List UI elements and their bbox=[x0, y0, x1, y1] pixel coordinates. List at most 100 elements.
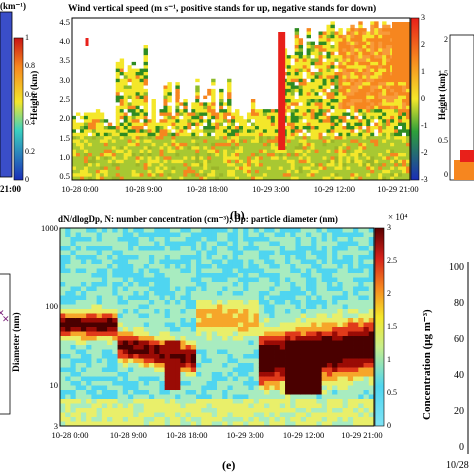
pnsd-cell bbox=[70, 336, 77, 341]
pnsd-cell bbox=[148, 304, 155, 310]
pnsd-cell bbox=[60, 345, 66, 350]
pnsd-cell bbox=[232, 354, 239, 359]
wind-cell bbox=[199, 146, 204, 151]
wind-cell bbox=[286, 142, 292, 147]
wind-cell bbox=[406, 149, 411, 154]
wind-cell bbox=[378, 85, 383, 90]
pnsd-cell bbox=[311, 313, 317, 319]
pnsd-cell bbox=[243, 300, 249, 305]
pnsd-cell bbox=[164, 390, 171, 395]
wind-cell bbox=[107, 173, 113, 178]
wind-cell bbox=[123, 102, 129, 107]
wind-cell bbox=[386, 139, 391, 144]
wind-cell bbox=[147, 153, 152, 157]
wind-cell bbox=[350, 132, 355, 137]
wind-cell bbox=[91, 146, 97, 151]
wind-cell bbox=[298, 159, 304, 164]
pnsd-cell bbox=[285, 399, 291, 404]
wind-cell bbox=[278, 159, 284, 164]
wind-cell bbox=[123, 139, 129, 144]
wind-cell bbox=[103, 156, 109, 161]
wind-cell bbox=[286, 68, 292, 73]
pnsd-cell bbox=[175, 232, 181, 238]
wind-cell bbox=[294, 142, 300, 147]
wind-cell bbox=[362, 126, 367, 130]
wind-cell bbox=[406, 115, 411, 120]
pnsd-cell bbox=[196, 304, 202, 310]
wind-cell bbox=[223, 176, 228, 181]
wind-cell bbox=[171, 119, 176, 124]
wind-cell bbox=[298, 99, 304, 103]
wind-cell bbox=[135, 82, 140, 86]
pnsd-cell bbox=[311, 273, 317, 278]
wind-cell bbox=[322, 126, 327, 130]
wind-cell bbox=[191, 119, 196, 124]
pnsd-cell bbox=[269, 376, 275, 382]
pnsd-cell bbox=[143, 300, 150, 305]
pnsd-cell bbox=[148, 295, 155, 301]
wind-cell bbox=[354, 159, 359, 164]
wind-cell bbox=[167, 132, 172, 137]
wind-cell bbox=[187, 136, 192, 140]
pnsd-cell bbox=[217, 268, 223, 274]
wind-cell bbox=[358, 99, 363, 103]
wind-cell bbox=[191, 146, 196, 151]
pnsd-cell bbox=[305, 259, 312, 265]
wind-cell bbox=[386, 41, 391, 46]
pnsd-cell bbox=[237, 367, 244, 373]
pnsd-cell bbox=[326, 408, 333, 413]
pnsd-cell bbox=[201, 237, 207, 242]
wind-cell bbox=[350, 102, 355, 107]
wind-cell bbox=[246, 153, 252, 157]
wind-cell bbox=[115, 82, 121, 86]
wind-cell bbox=[87, 173, 93, 178]
wind-cell bbox=[203, 102, 208, 107]
pnsd-cell bbox=[285, 268, 291, 274]
wind-cell bbox=[318, 166, 323, 171]
pnsd-cell bbox=[321, 385, 328, 391]
pnsd-cell bbox=[101, 385, 108, 391]
wind-cell bbox=[370, 126, 375, 130]
wind-cell bbox=[219, 163, 224, 167]
pnsd-cell bbox=[274, 394, 281, 400]
pnsd-cell bbox=[190, 331, 197, 337]
wind-cell bbox=[318, 48, 323, 53]
wind-cell bbox=[83, 156, 89, 161]
pnsd-cell bbox=[253, 228, 260, 233]
wind-cell bbox=[191, 163, 196, 167]
wind-cell bbox=[374, 34, 379, 39]
pnsd-cell bbox=[217, 331, 223, 337]
wind-cell bbox=[266, 126, 272, 130]
pnsd-cell bbox=[274, 273, 281, 278]
pnsd-cell bbox=[91, 367, 98, 373]
wind-cell bbox=[382, 55, 387, 59]
wind-cell bbox=[382, 41, 387, 46]
pnsd-cell bbox=[154, 286, 160, 292]
pnsd-cell bbox=[279, 331, 286, 337]
wind-cell bbox=[262, 109, 268, 113]
pnsd-cell bbox=[65, 228, 71, 233]
wind-cell bbox=[326, 34, 331, 39]
wind-cell bbox=[199, 105, 204, 110]
pnsd-cell bbox=[159, 390, 166, 395]
pnsd-cell bbox=[201, 241, 207, 247]
pnsd-cell bbox=[279, 372, 286, 377]
wind-cell bbox=[350, 126, 355, 130]
wind-cell bbox=[159, 136, 164, 140]
pnsd-cell bbox=[86, 322, 92, 328]
pnsd-cell bbox=[258, 372, 265, 377]
pnsd-cell bbox=[86, 237, 92, 242]
pnsd-cell bbox=[169, 300, 176, 305]
wind-cell bbox=[310, 176, 315, 181]
pnsd-cell bbox=[217, 363, 223, 368]
wind-cell bbox=[394, 139, 399, 144]
pnsd-cell bbox=[290, 286, 296, 292]
wind-cell bbox=[175, 99, 180, 103]
wind-cell bbox=[147, 166, 152, 171]
wind-cell bbox=[290, 115, 296, 120]
wind-cell bbox=[346, 129, 351, 134]
pnsd-cell bbox=[159, 331, 166, 337]
wind-cell bbox=[175, 173, 180, 178]
pnsd-cell bbox=[86, 412, 92, 418]
pnsd-cell bbox=[258, 381, 265, 386]
